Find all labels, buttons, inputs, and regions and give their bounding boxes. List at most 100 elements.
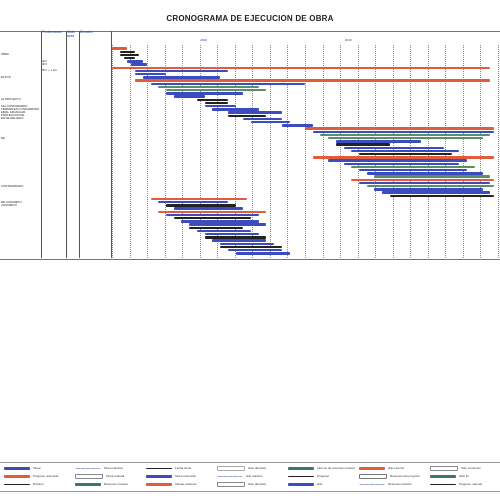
table-row[interactable]: ECTOS bbox=[0, 76, 110, 79]
gantt-bar[interactable] bbox=[119, 50, 136, 54]
legend-swatch bbox=[4, 466, 30, 470]
gantt-bar[interactable] bbox=[366, 172, 483, 175]
task-name: AL PROYECTO bbox=[1, 98, 21, 102]
gantt-bar[interactable] bbox=[312, 156, 495, 159]
table-row[interactable]: PROTECCION DE bbox=[0, 114, 110, 117]
gantt-bar[interactable] bbox=[135, 69, 228, 73]
timeline-quarter-label: 2016 bbox=[345, 38, 352, 42]
gantt-bar[interactable] bbox=[359, 181, 491, 185]
gantt-bar[interactable] bbox=[359, 168, 468, 172]
legend-swatch bbox=[288, 482, 314, 486]
gantt-bar[interactable] bbox=[305, 127, 495, 130]
gantt-bar[interactable] bbox=[328, 136, 483, 140]
gantt-bar[interactable] bbox=[112, 47, 128, 50]
gantt-bar[interactable] bbox=[135, 72, 167, 76]
gantt-bar[interactable] bbox=[204, 236, 267, 239]
legend-item: Tarea bbox=[4, 465, 41, 471]
gantt-bar[interactable] bbox=[204, 232, 259, 236]
gantt-bar[interactable] bbox=[131, 63, 147, 66]
table-row[interactable]: 4FC bbox=[0, 63, 110, 66]
gantt-bar[interactable] bbox=[328, 159, 468, 162]
gantt-bar[interactable] bbox=[212, 239, 267, 242]
gantt-bar[interactable] bbox=[374, 188, 483, 191]
gantt-bar[interactable] bbox=[351, 178, 495, 182]
gantt-bar[interactable] bbox=[351, 165, 475, 169]
gantt-bar[interactable] bbox=[196, 229, 251, 233]
gantt-bar[interactable] bbox=[250, 120, 290, 124]
gantt-bar[interactable] bbox=[123, 56, 136, 60]
gantt-bar[interactable] bbox=[374, 175, 491, 178]
gantt-bar[interactable] bbox=[220, 245, 282, 249]
gantt-bar[interactable] bbox=[166, 213, 259, 217]
gantt-bar[interactable] bbox=[320, 133, 491, 137]
gantt-bar[interactable] bbox=[127, 60, 143, 63]
table-row[interactable]: CONTRAVIDADO bbox=[0, 185, 110, 188]
gantt-bar[interactable] bbox=[220, 242, 275, 246]
legend-item: Hito bbox=[288, 481, 322, 487]
gantt-bar[interactable] bbox=[281, 124, 313, 127]
column-divider bbox=[41, 31, 42, 258]
gantt-frame bbox=[0, 31, 500, 260]
gantt-bar[interactable] bbox=[351, 149, 460, 153]
gantt-bar[interactable] bbox=[382, 191, 491, 194]
gantt-bar[interactable] bbox=[227, 111, 282, 114]
gantt-bar[interactable] bbox=[335, 143, 390, 146]
gantt-bar[interactable] bbox=[119, 53, 140, 57]
gantt-bar[interactable] bbox=[389, 194, 495, 198]
gantt-bar[interactable] bbox=[150, 197, 248, 201]
gantt-bar[interactable] bbox=[227, 114, 267, 118]
gantt-bar[interactable] bbox=[366, 184, 495, 188]
gantt-bar[interactable] bbox=[359, 152, 452, 156]
gantt-bar[interactable] bbox=[166, 88, 267, 92]
table-row[interactable]: EN DE RELLENO bbox=[0, 117, 110, 120]
gantt-bar[interactable] bbox=[112, 66, 491, 70]
table-row[interactable]: DE bbox=[0, 137, 110, 140]
gantt-bar[interactable] bbox=[189, 223, 267, 226]
table-row[interactable] bbox=[0, 252, 110, 255]
table-row[interactable]: 5FC + 1 día bbox=[0, 69, 110, 72]
task-predecessors: 4FC bbox=[42, 63, 48, 66]
legend-item: Sólo comienzo bbox=[430, 465, 481, 471]
gantt-bar[interactable] bbox=[173, 216, 251, 220]
gantt-bar[interactable] bbox=[158, 200, 228, 204]
gantt-bar[interactable] bbox=[150, 82, 305, 86]
gantt-bar[interactable] bbox=[235, 252, 290, 255]
gantt-bar[interactable] bbox=[166, 204, 236, 207]
gantt-bar[interactable] bbox=[204, 104, 236, 108]
table-row[interactable]: ERIAL GRANULAR bbox=[0, 111, 110, 114]
table-row[interactable]: TERRAPLEN CONFORMADO bbox=[0, 108, 110, 111]
table-row[interactable]: OBRA bbox=[0, 53, 110, 56]
gantt-bar[interactable] bbox=[142, 76, 221, 79]
gantt-bar[interactable] bbox=[173, 207, 244, 210]
gantt-bar[interactable] bbox=[158, 210, 267, 214]
legend-item: Progreso manual bbox=[430, 481, 482, 487]
gantt-bar[interactable] bbox=[227, 248, 282, 252]
table-row[interactable]: SAL CONFORMADO bbox=[0, 105, 110, 108]
gantt-bar[interactable] bbox=[196, 98, 228, 102]
gantt-bar[interactable] bbox=[135, 79, 491, 82]
table-row[interactable]: CONCRETO bbox=[0, 204, 110, 207]
gantt-bar[interactable] bbox=[158, 85, 259, 89]
table-row[interactable]: DE CONCRETO bbox=[0, 201, 110, 204]
gantt-bar[interactable] bbox=[335, 140, 421, 143]
gantt-bar[interactable] bbox=[343, 146, 444, 150]
column-divider bbox=[79, 31, 80, 258]
gantt-bar[interactable] bbox=[204, 101, 228, 105]
gantt-bar[interactable] bbox=[173, 95, 205, 98]
legend-label: Hito inactivo bbox=[246, 474, 263, 478]
legend-swatch bbox=[359, 466, 385, 470]
gantt-bar[interactable] bbox=[312, 130, 495, 134]
gantt-bar[interactable] bbox=[181, 220, 259, 223]
column-divider bbox=[111, 31, 112, 258]
gantt-bar[interactable] bbox=[343, 162, 460, 166]
gantt-bar[interactable] bbox=[189, 226, 244, 230]
legend-item: Solo duración bbox=[217, 465, 266, 471]
gantt-bar[interactable] bbox=[166, 92, 244, 95]
legend-label: Solo duración bbox=[248, 466, 267, 470]
timeline-gridline bbox=[480, 45, 482, 258]
legend-swatch bbox=[288, 466, 314, 470]
table-row[interactable]: 2FC bbox=[0, 60, 110, 63]
gantt-bar[interactable] bbox=[243, 117, 282, 121]
table-row[interactable]: AL PROYECTO bbox=[0, 98, 110, 101]
gantt-bar[interactable] bbox=[212, 108, 259, 111]
